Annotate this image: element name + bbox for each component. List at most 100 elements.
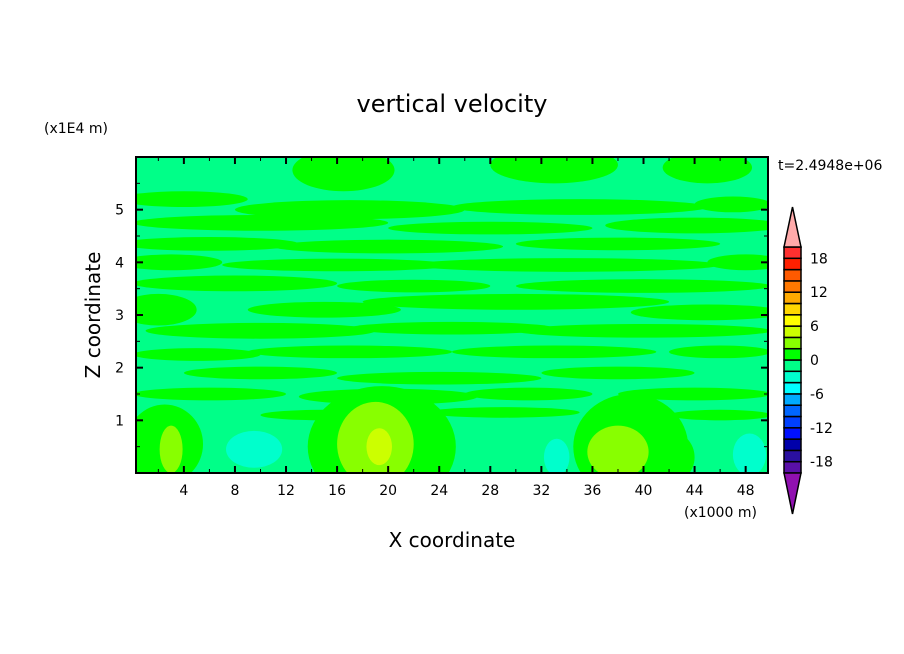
contour-region (515, 279, 768, 293)
contour-region (234, 200, 465, 220)
contour-region (426, 407, 580, 418)
x-tick-label: 32 (532, 483, 550, 499)
contour-region (362, 293, 670, 310)
contour-region (490, 157, 618, 184)
x-tick-label: 4 (179, 483, 188, 499)
contour-region (388, 221, 593, 235)
x-tick-label: 8 (230, 483, 239, 499)
colorbar-label: 12 (810, 285, 828, 301)
contour-region (452, 199, 708, 215)
colorbar-box (783, 302, 802, 316)
contour-region (292, 157, 395, 192)
colorbar-box (783, 393, 802, 406)
contour-region (694, 196, 768, 213)
colorbar-label: 0 (810, 353, 819, 369)
contour-region (136, 214, 389, 231)
y-tick-label: 1 (115, 413, 124, 429)
y-tick-label: 4 (115, 255, 124, 271)
colorbar-box (783, 280, 802, 293)
colorbar-box (783, 381, 802, 395)
colorbar-box (783, 314, 802, 327)
contour-region (643, 430, 695, 473)
contour-region (464, 387, 593, 401)
contour-region (669, 409, 768, 421)
contour-region (136, 348, 261, 361)
colorbar-box (783, 460, 802, 474)
x-axis-label: X coordinate (389, 528, 516, 552)
colorbar-box (783, 449, 802, 463)
contour-region (247, 345, 452, 359)
contour-region (732, 433, 767, 473)
contour-region (366, 428, 392, 466)
colorbar-below-triangle (783, 472, 802, 515)
contour-region (669, 345, 768, 359)
y-tick-label: 5 (115, 203, 124, 219)
x-unit-label: (x1000 m) (684, 505, 757, 521)
colorbar-box (783, 427, 802, 440)
colorbar-box (783, 438, 802, 452)
colorbar-label: 18 (810, 251, 828, 267)
colorbar-box (783, 336, 802, 350)
y-tick-label: 2 (115, 361, 124, 377)
contour-region (541, 366, 695, 380)
contour-region (183, 366, 338, 380)
contour-region (349, 321, 555, 335)
contour-region (515, 323, 768, 338)
contour-region (662, 157, 753, 184)
chart-title: vertical velocity (357, 90, 548, 118)
colorbar-box (783, 415, 802, 429)
contour-region (337, 279, 491, 293)
contour-region (452, 345, 657, 359)
contour-region (136, 387, 286, 401)
contour-region (136, 275, 338, 292)
x-tick-label: 20 (379, 483, 397, 499)
colorbar-box (783, 268, 802, 282)
x-tick-label: 12 (277, 483, 295, 499)
contour-region (273, 239, 504, 254)
x-tick-label: 28 (481, 483, 499, 499)
colorbar-above-triangle (783, 206, 802, 248)
y-axis-label: Z coordinate (81, 252, 105, 379)
colorbar-box (783, 370, 802, 384)
colorbar-label: -12 (810, 421, 833, 437)
colorbar-box (783, 291, 802, 305)
contour-region (136, 237, 299, 251)
colorbar-label: 6 (810, 319, 819, 335)
x-tick-label: 44 (686, 483, 704, 499)
contour-region (159, 425, 183, 473)
contour-region (413, 258, 721, 272)
contour-region (630, 304, 768, 321)
contour-region (587, 425, 649, 473)
x-tick-label: 16 (328, 483, 346, 499)
contour-region (145, 322, 376, 339)
contour-region (337, 371, 542, 385)
colorbar-label: -18 (810, 455, 833, 471)
contour-region (618, 387, 768, 401)
x-tick-label: 48 (737, 483, 755, 499)
contour-region (247, 301, 401, 318)
time-label: t=2.4948e+06 (778, 158, 882, 174)
colorbar-label: -6 (810, 387, 824, 403)
contour-region (707, 254, 768, 271)
x-tick-label: 24 (430, 483, 448, 499)
contour-region (136, 293, 197, 326)
x-tick-label: 40 (635, 483, 653, 499)
contour-region (605, 217, 768, 234)
colorbar-box (783, 325, 802, 339)
colorbar-box (783, 404, 802, 418)
colorbar-box (783, 347, 802, 361)
contour-region (136, 191, 248, 208)
contour-region (222, 258, 452, 272)
y-tick-label: 3 (115, 308, 124, 324)
contour-region (543, 438, 570, 473)
contour-region (226, 430, 283, 468)
colorbar-box (783, 359, 802, 373)
y-unit-label: (x1E4 m) (44, 121, 108, 137)
colorbar-box (783, 246, 802, 260)
contour-region (515, 237, 721, 251)
x-tick-label: 36 (584, 483, 602, 499)
contour-region (136, 254, 223, 271)
colorbar-box (783, 257, 802, 271)
